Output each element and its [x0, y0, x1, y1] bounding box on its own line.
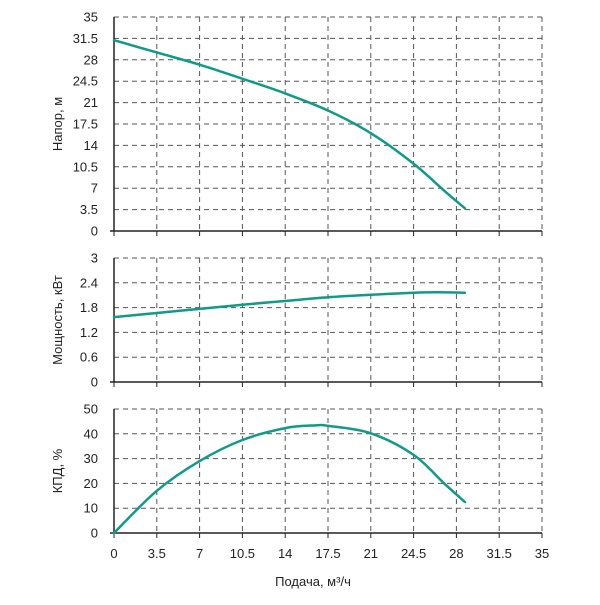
head-y-tick-label: 0	[91, 224, 98, 239]
power-y-tick-label: 1.8	[80, 300, 98, 315]
x-axis-title: Подача, м³/ч	[275, 574, 351, 589]
efficiency-y-tick-label: 30	[84, 451, 98, 466]
x-tick-label: 31.5	[487, 546, 512, 561]
x-tick-label: 35	[535, 546, 549, 561]
head-y-tick-label: 31.5	[73, 31, 98, 46]
head-y-tick-label: 17.5	[73, 117, 98, 132]
x-tick-label: 0	[110, 546, 117, 561]
head-y-tick-label: 28	[84, 52, 98, 67]
head-y-tick-label: 35	[84, 10, 98, 25]
head-y-tick-label: 10.5	[73, 159, 98, 174]
head-y-tick-label: 24.5	[73, 74, 98, 89]
x-tick-label: 14	[278, 546, 292, 561]
x-tick-label: 10.5	[230, 546, 255, 561]
power-y-axis-title: Мощность, кВт	[50, 275, 65, 365]
head-y-axis-title: Напор, м	[50, 97, 65, 151]
power-y-tick-label: 2.4	[80, 275, 98, 290]
head-y-tick-label: 3.5	[80, 202, 98, 217]
power-y-tick-label: 3	[91, 251, 98, 266]
power-y-tick-label: 0	[91, 375, 98, 390]
efficiency-y-axis-title: КПД, %	[50, 448, 65, 493]
x-tick-label: 7	[196, 546, 203, 561]
head-y-tick-label: 7	[91, 181, 98, 196]
power-curve	[112, 291, 467, 319]
head-y-tick-label: 14	[84, 138, 98, 153]
efficiency-y-tick-label: 0	[91, 526, 98, 541]
x-tick-label: 28	[449, 546, 463, 561]
efficiency-y-tick-label: 10	[84, 501, 98, 516]
head-curve	[112, 38, 467, 210]
efficiency-y-tick-label: 20	[84, 476, 98, 491]
power-y-tick-label: 0.6	[80, 350, 98, 365]
efficiency-curve	[112, 423, 467, 535]
power-y-tick-label: 1.2	[80, 325, 98, 340]
head-y-tick-label: 21	[84, 95, 98, 110]
x-tick-label: 21	[364, 546, 378, 561]
x-tick-label: 17.5	[315, 546, 340, 561]
efficiency-y-tick-label: 40	[84, 426, 98, 441]
efficiency-y-tick-label: 50	[84, 402, 98, 417]
x-tick-label: 24.5	[401, 546, 426, 561]
x-tick-label: 3.5	[148, 546, 166, 561]
